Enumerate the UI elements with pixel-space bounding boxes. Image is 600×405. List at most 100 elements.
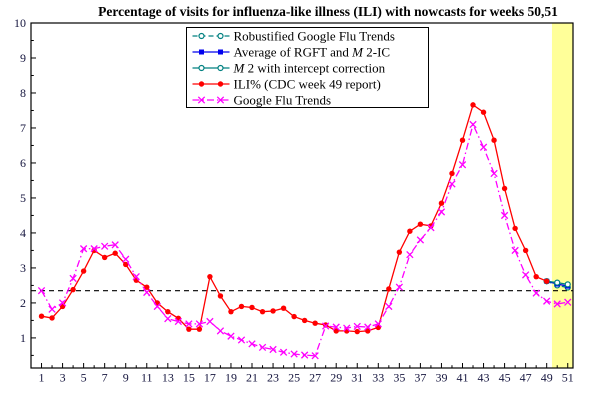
data-point [217,32,224,40]
x-tick-label: 51 [562,371,574,385]
data-point [165,308,171,315]
y-tick-label: 6 [20,156,26,170]
x-tick-label: 23 [267,371,279,385]
data-point [258,343,267,352]
data-point [437,208,446,216]
data-point [353,322,361,331]
data-point [322,322,330,330]
data-point [458,161,467,169]
data-point [522,247,529,254]
data-point [217,293,224,299]
data-point [322,322,329,328]
data-point [543,297,551,305]
x-tick-label: 29 [330,371,342,385]
x-tick-label: 31 [351,371,363,385]
data-point [312,320,318,326]
x-tick-label: 3 [60,371,66,385]
series-ili [38,102,550,335]
data-point [111,241,119,249]
series-gft-line [40,122,568,357]
data-point [500,211,509,220]
y-tick-label: 2 [20,296,26,310]
series-gft [37,120,572,360]
data-point [153,302,161,311]
data-point [216,327,225,335]
data-point [227,332,235,340]
data-point [91,247,97,254]
data-point [290,350,298,358]
data-point [279,348,288,356]
data-point [198,81,205,87]
data-point [354,328,360,335]
axes-layer: 1 3 5 7 9 11 13 15 17 19 21 23 25 27 29 31 33 35 37 39 41 43 4… [14,16,574,385]
series-gft-markers [37,120,572,360]
data-point [407,228,413,234]
data-point [228,308,234,315]
x-tick-label: 37 [414,371,426,385]
data-point [280,305,287,311]
data-point [197,96,206,104]
plot-border [30,22,574,369]
data-point [238,303,245,310]
data-point [216,96,225,104]
data-point [69,274,77,283]
series-ili-markers [38,102,550,335]
data-point [564,298,572,306]
data-point [396,249,403,255]
y-tick-label: 3 [20,261,26,275]
data-point [185,320,193,328]
data-point [248,340,256,348]
data-point [217,64,224,72]
data-point [480,109,487,115]
data-point [70,286,76,293]
data-point [448,180,456,188]
data-point [58,299,67,307]
data-point [37,287,46,295]
x-tick-label: 19 [225,371,237,385]
data-point [311,352,319,360]
x-tick-label: 43 [478,371,490,385]
data-point [470,102,476,108]
x-tick-label: 5 [81,371,87,385]
data-point [332,323,340,331]
legend-item-avg_rgft_m2ic: Average of RGFT and M 2-IC [192,45,391,60]
chart-title: Percentage of visits for influenza-like … [98,4,558,19]
legend-box [186,27,429,108]
x-tick-label: 17 [204,371,216,385]
x-tick-label: 47 [520,371,532,385]
y-tick-label: 1 [20,331,26,345]
data-point [144,284,150,290]
data-point [48,305,56,313]
series-ili-line [41,103,547,333]
x-tick-label: 9 [123,371,129,385]
y-tick-label: 4 [20,226,26,240]
data-point [438,200,445,206]
data-point [511,246,519,255]
x-tick-label: 1 [39,371,45,385]
data-point [49,315,55,321]
x-tick-label: 11 [141,371,153,385]
data-point [90,245,98,253]
data-point [269,345,277,354]
data-point [406,250,414,259]
legend-item-ili: ILI% (CDC week 49 report) [192,77,381,92]
data-point [259,308,266,315]
data-point [291,313,297,320]
data-point [553,300,561,308]
data-point [543,278,550,284]
legend-label: Average of RGFT and M 2-IC [234,45,391,60]
data-point [217,81,224,87]
x-tick-label: 21 [246,371,258,385]
x-tick-label: 7 [102,371,108,385]
data-point [196,326,203,332]
data-point [343,324,351,332]
y-tick-label: 9 [20,51,26,65]
data-point [164,315,172,323]
x-tick-label: 39 [435,371,447,385]
x-tick-label: 35 [393,371,405,385]
data-point [80,268,87,274]
data-point [112,250,118,256]
